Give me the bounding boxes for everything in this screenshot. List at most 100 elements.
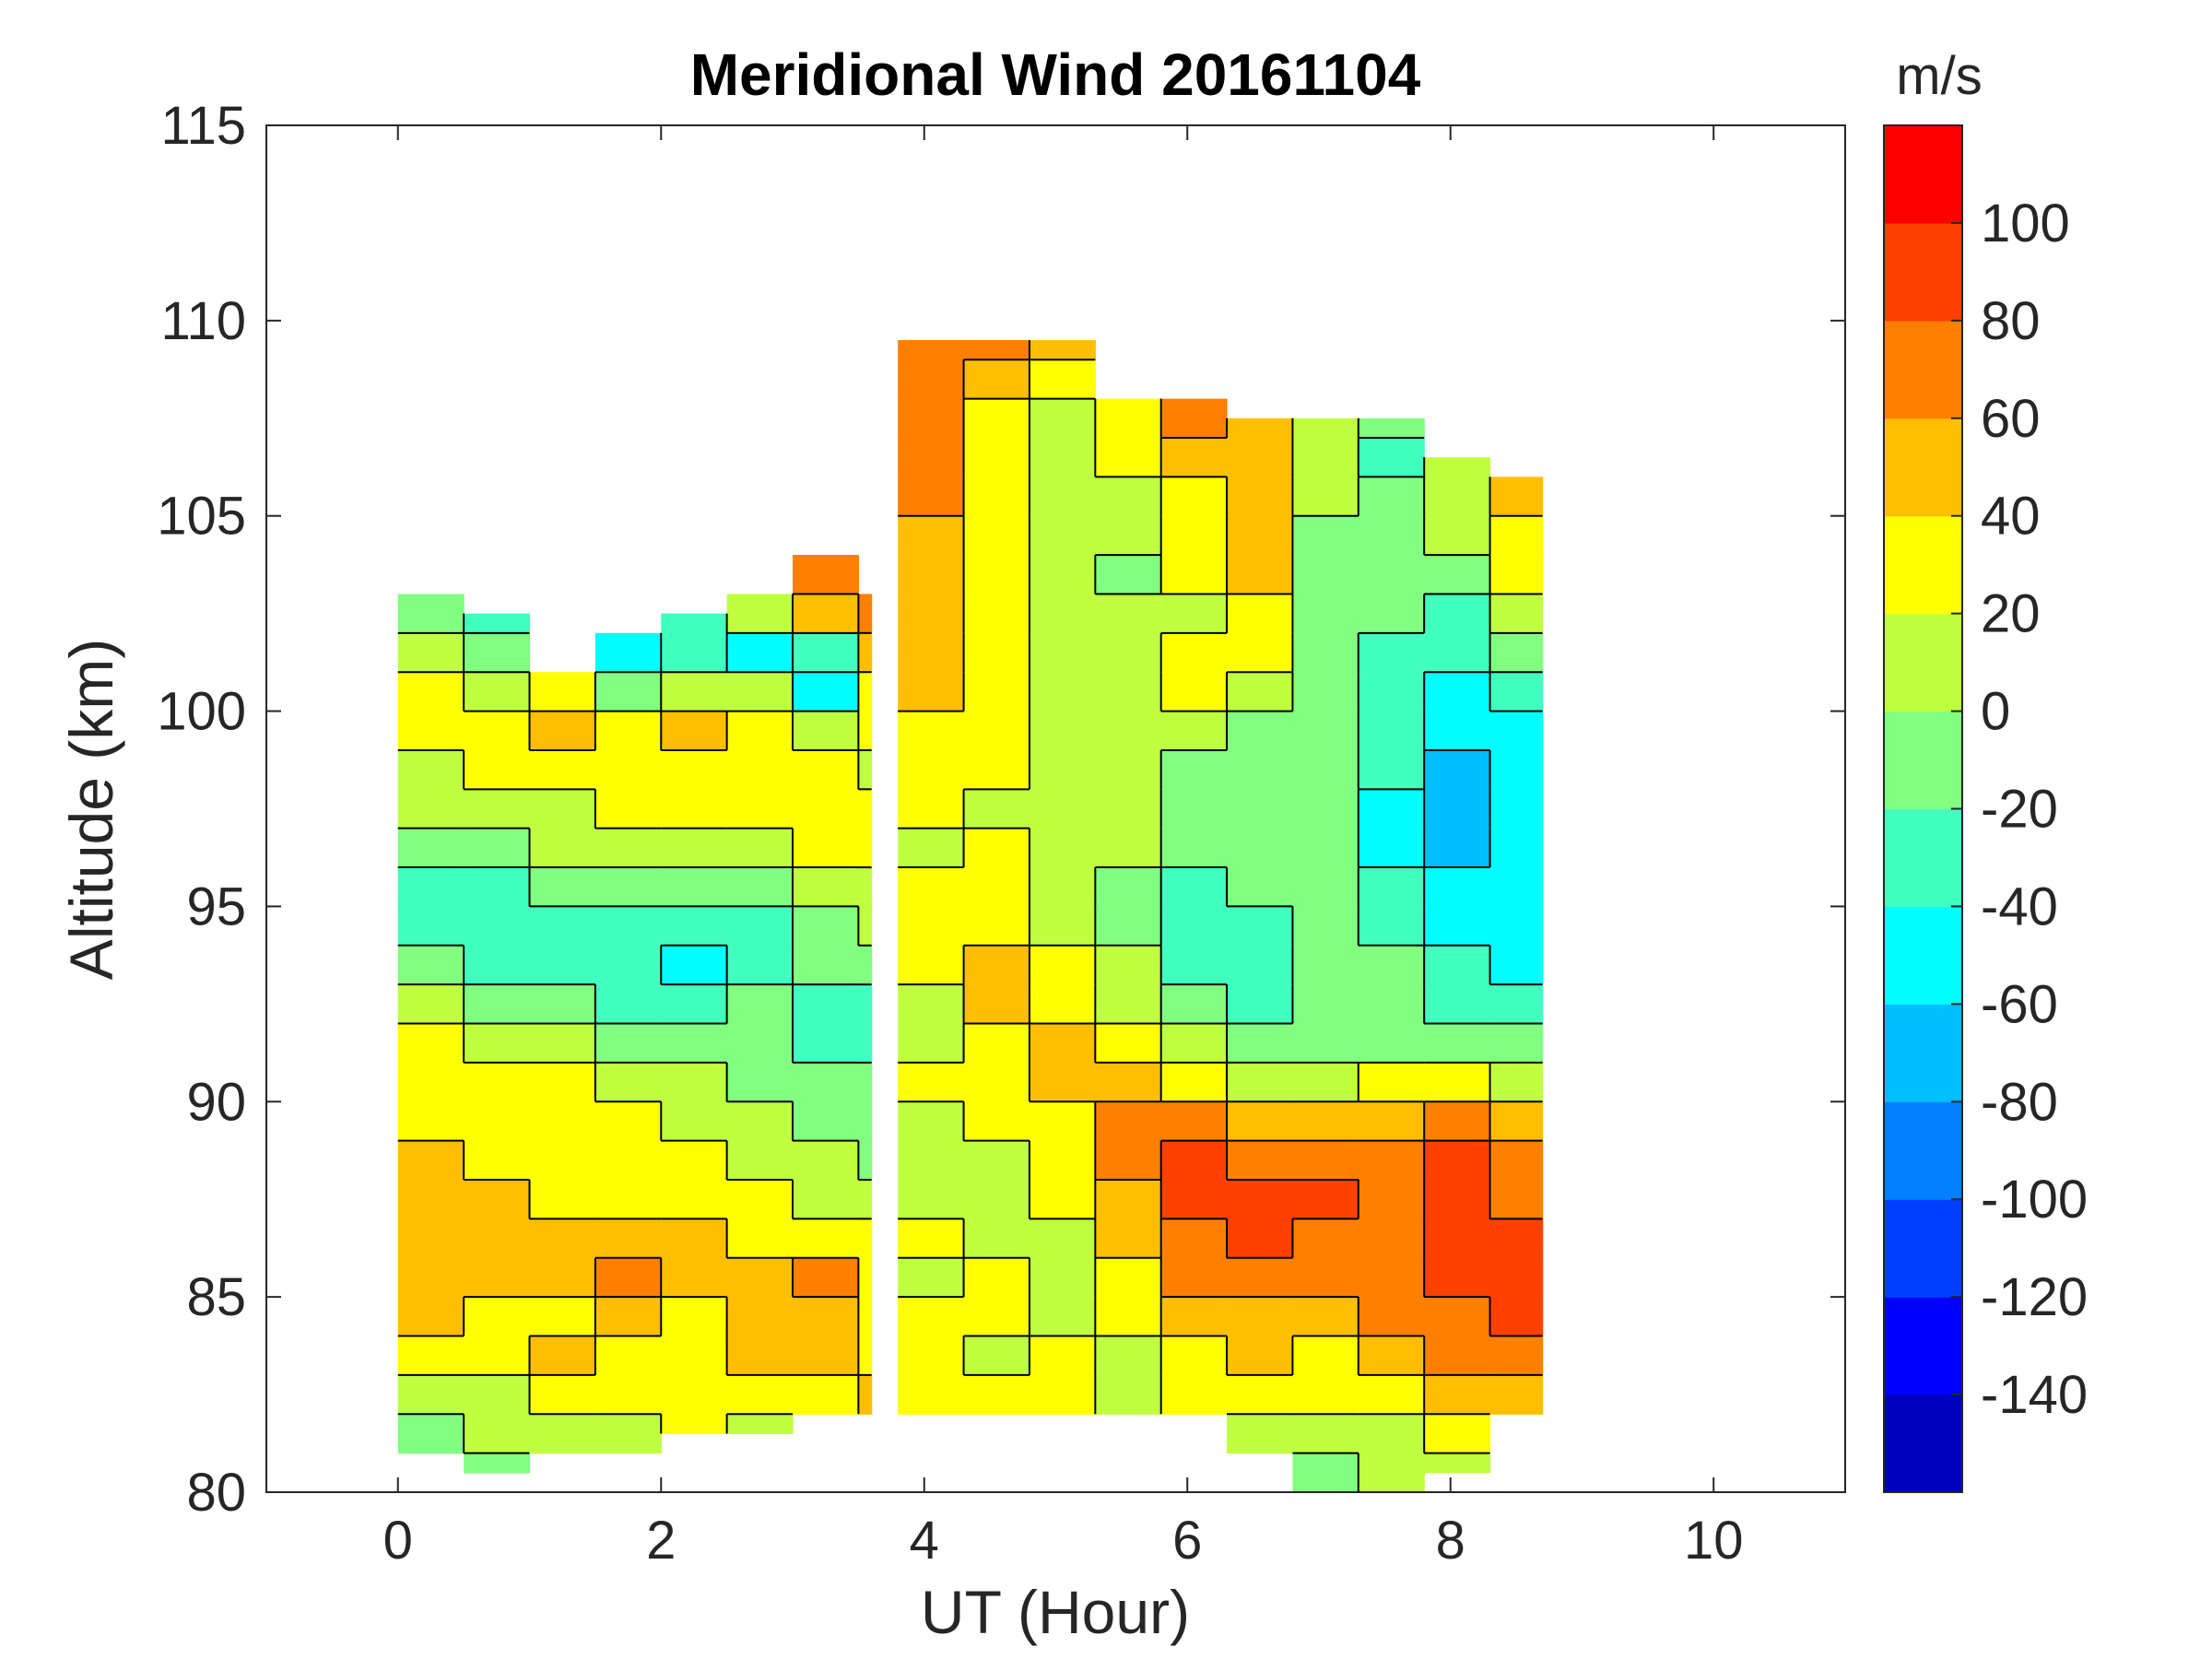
- contour-cell: [464, 1335, 531, 1376]
- contour-cell: [397, 984, 465, 1025]
- contour-cell: [1029, 789, 1096, 830]
- contour-cell: [963, 1180, 1030, 1219]
- contour-cell: [963, 749, 1030, 790]
- contour-cell: [594, 906, 662, 947]
- contour-cell: [397, 594, 465, 634]
- contour-cell: [1358, 789, 1425, 830]
- contour-cell: [963, 906, 1030, 947]
- contour-cell: [1227, 477, 1294, 517]
- contour-cell: [963, 711, 1030, 751]
- chart-title: Meridional Wind 20161104: [690, 41, 1421, 108]
- contour-cell: [1095, 1140, 1162, 1181]
- contour-cell: [1160, 1140, 1228, 1181]
- contour-cell: [858, 828, 873, 868]
- contour-cell: [1029, 555, 1096, 595]
- contour-cell: [464, 711, 531, 751]
- contour-cell: [1292, 828, 1359, 868]
- contour-cell: [1227, 437, 1294, 477]
- contour-cell: [1227, 594, 1294, 634]
- contour-cell: [1292, 1297, 1359, 1337]
- contour-cell: [963, 672, 1030, 712]
- contour-cell: [1292, 672, 1359, 712]
- contour-cell: [963, 1062, 1030, 1102]
- contour-cell: [898, 984, 965, 1025]
- x-tick-label: 6: [1172, 1511, 1202, 1571]
- contour-cell: [661, 1297, 728, 1337]
- contour-cell: [529, 1180, 596, 1219]
- contour-cell: [1489, 1257, 1544, 1298]
- contour-cell: [1160, 945, 1228, 985]
- contour-cell: [898, 1374, 965, 1415]
- contour-cell: [1095, 1218, 1162, 1259]
- contour-cell: [1358, 418, 1425, 439]
- contour-cell: [898, 437, 965, 477]
- contour-cell: [726, 1335, 794, 1376]
- contour-cell: [726, 1257, 794, 1298]
- contour-cell: [1489, 906, 1544, 947]
- contour-cell: [793, 1218, 859, 1259]
- contour-cell: [1358, 437, 1425, 477]
- x-axis-label: UT (Hour): [921, 1578, 1190, 1646]
- contour-cell: [793, 594, 859, 634]
- contour-cell: [1227, 1218, 1294, 1259]
- contour-cell: [793, 1180, 859, 1219]
- contour-cell: [1029, 398, 1096, 439]
- contour-cell: [1029, 515, 1096, 556]
- contour-cell: [1489, 1335, 1544, 1376]
- contour-cell: [1358, 1062, 1425, 1102]
- contour-cell: [1424, 1140, 1491, 1181]
- x-axis: 0 2 4 6 8 10: [383, 125, 1744, 1571]
- contour-cell: [1095, 1062, 1162, 1102]
- contour-cell: [1160, 1101, 1228, 1142]
- contour-cell: [1029, 340, 1096, 360]
- contour-cell: [1489, 555, 1544, 595]
- contour-cell: [1424, 828, 1491, 868]
- contour-cell: [1095, 1180, 1162, 1219]
- y-axis: 80 85 90 95 100 105 110 115: [157, 96, 1845, 1523]
- contour-cell: [1227, 984, 1294, 1025]
- contour-cell: [1095, 632, 1162, 673]
- contour-cell: [529, 1257, 596, 1298]
- contour-cell: [963, 984, 1030, 1025]
- contour-cell: [1095, 515, 1162, 556]
- contour-cell: [1489, 1140, 1544, 1181]
- contour-cell: [1095, 672, 1162, 712]
- contour-cell: [726, 867, 794, 908]
- colorbar-tick-label: -40: [1981, 877, 2058, 936]
- contour-cell: [594, 1101, 662, 1142]
- contour-cell: [858, 1062, 873, 1102]
- contour-cell: [898, 789, 965, 830]
- contour-lines: [397, 340, 1543, 1492]
- contour-cell: [594, 1335, 662, 1376]
- contour-cell: [1292, 749, 1359, 790]
- contour-cell: [858, 984, 873, 1025]
- contour-cell: [1227, 418, 1294, 439]
- contour-cell: [397, 1374, 465, 1415]
- contour-cell: [963, 1297, 1030, 1337]
- contour-cell: [529, 1414, 596, 1454]
- contour-cell: [1489, 477, 1544, 517]
- contour-cell: [1227, 1297, 1294, 1337]
- contour-cell: [529, 1374, 596, 1415]
- contour-cell: [1160, 1335, 1228, 1376]
- colorbar-tick-label: -100: [1981, 1170, 2088, 1230]
- contour-cell: [397, 1180, 465, 1219]
- contour-cell: [661, 613, 728, 634]
- contour-cell: [726, 828, 794, 868]
- colorbar-tick-label: -60: [1981, 974, 2058, 1034]
- contour-cell: [1029, 1257, 1096, 1298]
- contour-cell: [1424, 1218, 1491, 1259]
- contour-cell: [1227, 1180, 1294, 1219]
- contour-cell: [1160, 555, 1228, 595]
- contour-cell: [1292, 555, 1359, 595]
- contour-cell: [858, 1374, 873, 1415]
- contour-cell: [1160, 828, 1228, 868]
- contour-cell: [529, 1101, 596, 1142]
- contour-cell: [1489, 1374, 1544, 1415]
- contour-cell: [963, 477, 1030, 517]
- contour-cell: [963, 1218, 1030, 1259]
- contour-cell: [1424, 632, 1491, 673]
- contour-cell: [397, 1414, 465, 1454]
- contour-cell: [1029, 749, 1096, 790]
- contour-cell: [1292, 1414, 1359, 1454]
